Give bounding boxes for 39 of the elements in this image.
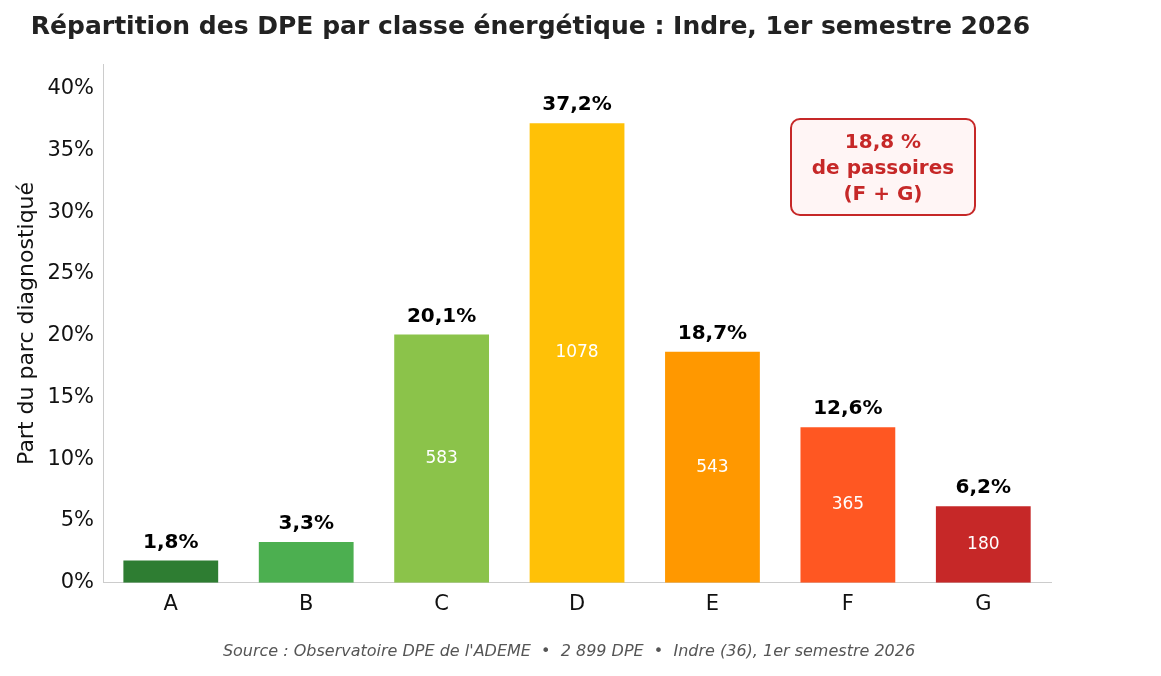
source-note: Source : Observatoire DPE de l'ADEME • 2 899 DPE • Indre (36), 1er semestre 2026 (221, 641, 917, 660)
x-tick-label: F (841, 590, 854, 615)
y-tick-label: 40% (47, 75, 95, 100)
data-label: 20,1% (406, 302, 477, 327)
bar (258, 542, 354, 583)
data-label: 37,2% (542, 91, 612, 116)
y-tick-label: 5% (60, 507, 95, 532)
y-tick-label: 10% (47, 445, 95, 470)
bar (935, 506, 1031, 583)
data-label: 3,3% (278, 510, 334, 535)
bar (394, 334, 490, 583)
bar (529, 123, 625, 583)
y-tick-label: 35% (47, 136, 95, 161)
data-label: 1,8% (143, 528, 199, 553)
chart-title: Répartition des DPE par classe énergétique : Indre, 1er semestre 2026 (30, 10, 1031, 40)
y-tick-label: 25% (47, 260, 95, 285)
x-tick-label: A (163, 590, 179, 615)
x-tick-label: G (975, 590, 992, 615)
y-tick-label: 0% (60, 569, 95, 594)
bar (800, 427, 896, 583)
data-label: 12,6% (813, 395, 883, 420)
x-tick-label: D (568, 590, 586, 615)
data-label: 18,7% (677, 320, 748, 345)
bar (123, 560, 219, 583)
y-axis-title: Part du parc diagnostiqué (12, 181, 38, 465)
annotation: 1078 (555, 341, 599, 362)
bar (665, 351, 760, 583)
annotation: 583 (425, 447, 458, 468)
x-tick-label: C (434, 590, 449, 615)
annotation: 180 (967, 532, 1000, 553)
x-tick-label: E (705, 590, 720, 615)
x-tick-label: B (298, 590, 314, 615)
annotation: 543 (696, 455, 729, 476)
annotation: 18,8 % de passoires (F + G) (790, 118, 976, 216)
y-tick-label: 15% (47, 383, 95, 408)
y-tick-label: 30% (47, 198, 95, 223)
y-tick-label: 20% (47, 322, 95, 347)
data-label: 6,2% (955, 474, 1012, 499)
annotation: 365 (831, 493, 865, 514)
